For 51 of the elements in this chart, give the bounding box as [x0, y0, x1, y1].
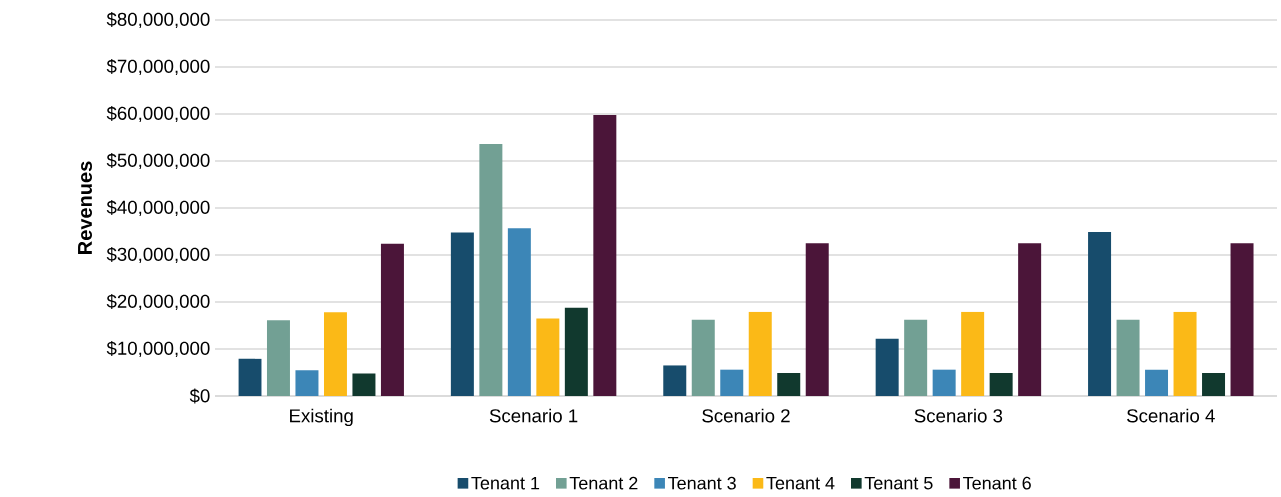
- bar: [720, 369, 744, 397]
- legend-label: Tenant 4: [766, 477, 835, 490]
- legend-label: Tenant 5: [864, 477, 933, 490]
- y-tick-label: $10,000,000: [106, 341, 210, 358]
- y-tick-label: $80,000,000: [106, 12, 210, 29]
- x-tick-label: Scenario 2: [702, 408, 790, 423]
- x-tick-label: Existing: [290, 408, 353, 427]
- bar: [805, 243, 829, 397]
- bar: [352, 373, 376, 397]
- bar: [238, 359, 262, 397]
- legend-label: Tenant 6: [963, 476, 1031, 490]
- bar: [1202, 373, 1226, 397]
- bar: [663, 365, 687, 397]
- bar: [1173, 312, 1197, 397]
- bar: [1230, 243, 1254, 397]
- bar: [479, 144, 503, 397]
- bar: [1116, 320, 1140, 397]
- x-tick-label: Scenario 3: [914, 408, 1003, 423]
- bar: [691, 320, 715, 397]
- y-tick-label: $60,000,000: [106, 106, 210, 123]
- y-tick-label: $50,000,000: [106, 153, 210, 170]
- y-tick-label: $70,000,000: [106, 59, 210, 76]
- y-tick-label: $20,000,000: [106, 294, 210, 311]
- bar: [380, 243, 404, 397]
- bar: [777, 373, 801, 397]
- y-axis-title: Revenues: [78, 161, 92, 255]
- bar: [904, 320, 928, 397]
- legend-label: Tenant 3: [668, 476, 736, 490]
- y-tick-label: $40,000,000: [106, 200, 210, 217]
- bar: [450, 232, 474, 397]
- bar: [266, 320, 290, 397]
- bar: [1145, 369, 1169, 397]
- bar: [536, 318, 560, 397]
- bar: [507, 228, 531, 397]
- bar: [961, 312, 985, 397]
- bar: [323, 312, 347, 397]
- bar: [295, 370, 319, 397]
- bar: [593, 115, 617, 397]
- bar: [875, 338, 899, 397]
- bar: [1088, 232, 1112, 397]
- bar: [564, 307, 588, 397]
- x-tick-label: Scenario 4: [1127, 408, 1215, 423]
- bar: [1018, 243, 1042, 397]
- y-tick-label: $0: [189, 388, 210, 404]
- bar: [932, 369, 956, 397]
- bar: [748, 312, 772, 397]
- x-tick-label: Scenario 1: [489, 408, 578, 423]
- legend-label: Tenant 2: [569, 476, 638, 490]
- y-tick-label: $30,000,000: [106, 247, 210, 264]
- bar: [989, 373, 1013, 397]
- legend-label: Tenant 1: [471, 477, 540, 490]
